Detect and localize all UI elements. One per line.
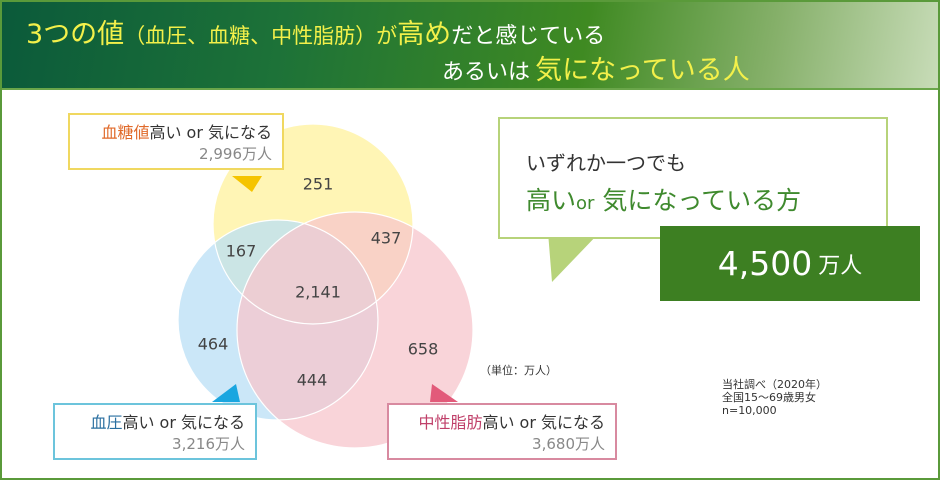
label-blood-sugar: 血糖値高い or 気になる 2,996万人 (68, 113, 284, 170)
title-line-2: あるいは 気になっている人 (442, 55, 750, 86)
total-badge: 4,500 万人 (660, 226, 920, 301)
pointer-triglyceride (430, 384, 458, 402)
region-all-three: 2,141 (295, 282, 341, 302)
title-banner: 3つの値（血圧、血糖、中性脂肪）が高めだと感じている あるいは 気になっている人 (2, 2, 938, 90)
unit-note: （単位：万人） (480, 364, 557, 377)
region-sugar-pressure: 167 (225, 241, 257, 261)
label-triglyceride: 中性脂肪高い or 気になる 3,680万人 (387, 403, 617, 460)
label-blood-pressure: 血圧高い or 気になる 3,216万人 (53, 403, 257, 460)
region-sugar-trig: 437 (370, 228, 402, 248)
venn-circle-triglyceride (237, 212, 473, 448)
summary-callout: いずれか一つでも 高いor 気になっている方 (498, 117, 888, 239)
pointer-blood-pressure (212, 384, 240, 402)
title-line-1: 3つの値（血圧、血糖、中性脂肪）が高めだと感じている (26, 19, 606, 50)
region-trig-only: 658 (407, 339, 439, 359)
region-sugar-only: 251 (302, 174, 334, 194)
region-pressure-trig: 444 (296, 370, 328, 390)
source-note: 当社調べ（2020年） 全国15〜69歳男女 n=10,000 (722, 378, 827, 417)
region-pressure-only: 464 (197, 334, 229, 354)
pointer-blood-sugar (232, 176, 262, 192)
callout-tail (548, 232, 600, 282)
